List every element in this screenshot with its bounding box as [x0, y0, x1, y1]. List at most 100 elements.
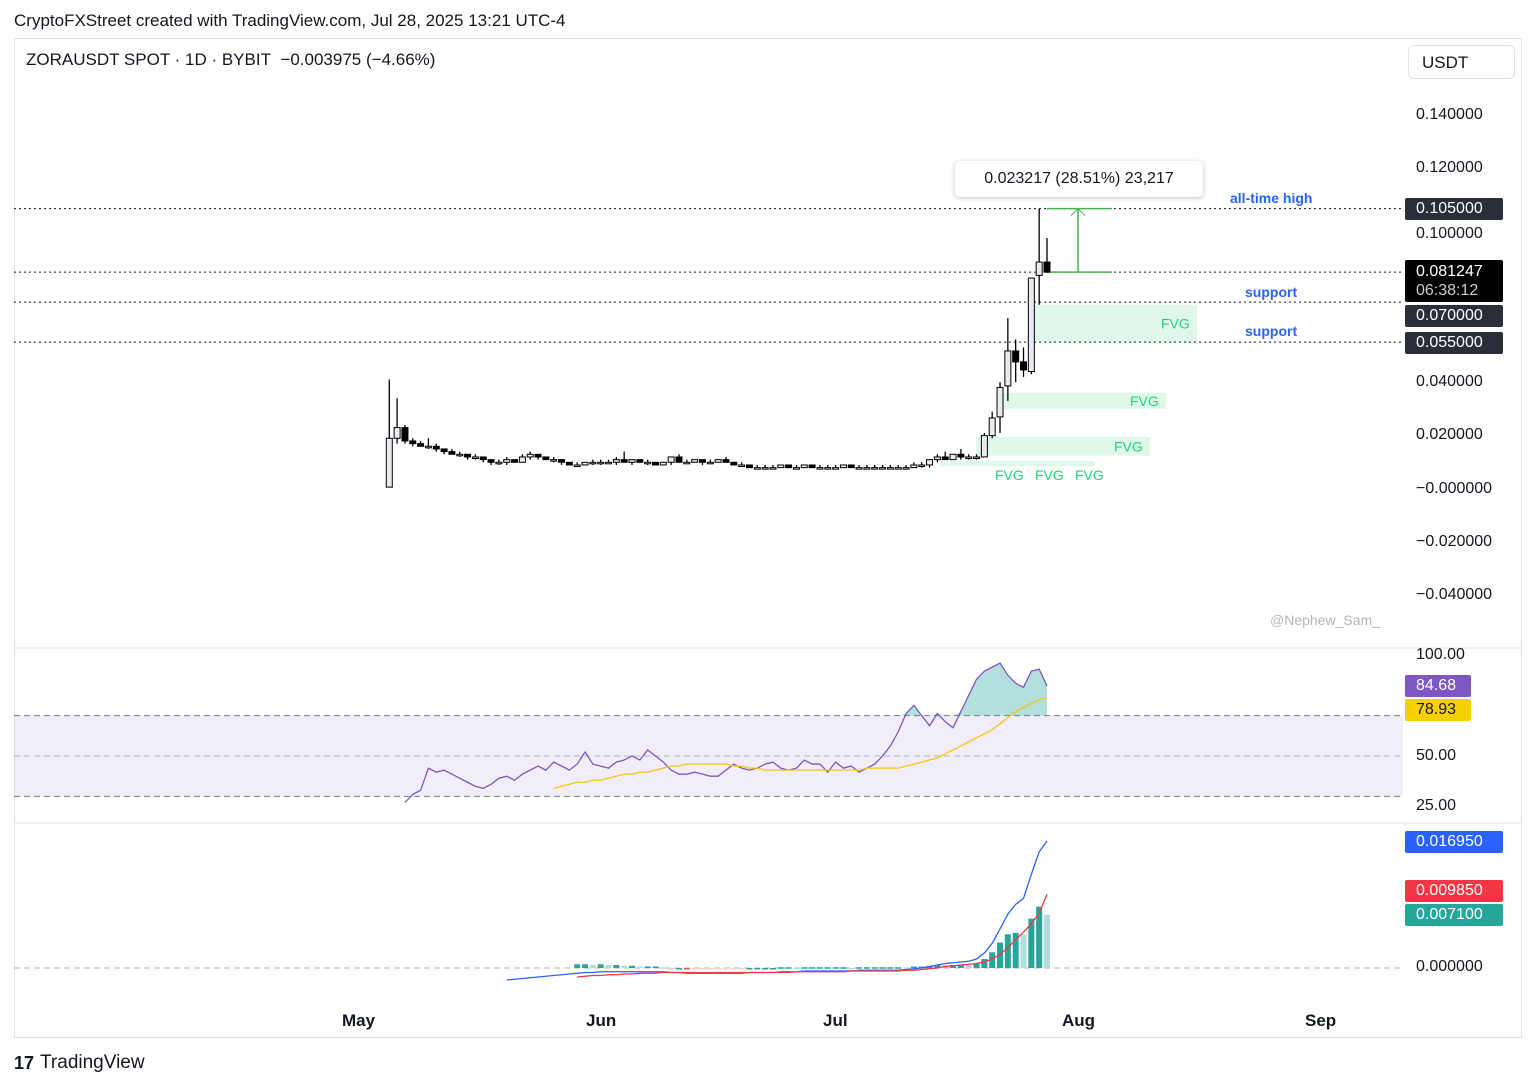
- macd-histogram-bar: [660, 967, 667, 969]
- macd-histogram-bar: [848, 968, 855, 970]
- macd-histogram-bar: [722, 968, 729, 970]
- macd-histogram-bar: [957, 965, 964, 968]
- candle-body: [957, 453, 965, 458]
- price-tick: 0.100000: [1416, 225, 1483, 242]
- candle-body: [761, 467, 769, 470]
- candle-body: [1027, 277, 1035, 373]
- macd-histogram-bar: [762, 968, 769, 970]
- macd-histogram-bar: [918, 966, 925, 969]
- support-price-tag: 0.055000: [1405, 332, 1503, 354]
- candle-body: [910, 464, 918, 469]
- macd-histogram-bar: [652, 966, 659, 969]
- macd-histogram-bar: [715, 968, 722, 970]
- candle-body: [706, 461, 714, 465]
- macd-histogram-bar: [1044, 914, 1050, 968]
- candle-body: [503, 459, 511, 463]
- support-label[interactable]: support: [1245, 323, 1298, 339]
- candle-body: [918, 464, 926, 467]
- fvg-label: FVG: [1114, 438, 1143, 454]
- macd-histogram-bar: [934, 965, 941, 968]
- support-label[interactable]: support: [1245, 284, 1298, 300]
- macd-histogram-bar: [1004, 934, 1011, 968]
- candle-body: [526, 453, 534, 458]
- month-tick: Jul: [823, 1011, 848, 1030]
- candle-body: [487, 459, 495, 463]
- macd-histogram-bar: [856, 967, 863, 969]
- symbol-legend[interactable]: ZORAUSDT SPOT · 1D · BYBIT −0.003975 (−4…: [26, 50, 435, 70]
- candle-body: [1035, 261, 1043, 276]
- candle-body: [644, 461, 652, 465]
- macd-value-tag: 0.016950: [1405, 831, 1503, 853]
- candle-body: [550, 459, 558, 462]
- candle-body: [511, 459, 519, 463]
- candle-body: [698, 459, 706, 463]
- macd-histogram-bar: [582, 964, 589, 968]
- ath-label[interactable]: all-time high: [1230, 190, 1313, 206]
- candle-body: [424, 445, 432, 449]
- signal-line: [577, 893, 1048, 978]
- rsi-tick: 25.00: [1416, 797, 1457, 814]
- candle-body: [385, 437, 393, 488]
- candle-body: [902, 467, 910, 470]
- price-tick: 0.120000: [1416, 159, 1483, 176]
- candle-body: [1004, 350, 1012, 387]
- month-tick: Sep: [1305, 1011, 1337, 1030]
- month-tick: Jun: [586, 1011, 617, 1030]
- macd-histogram-bar: [769, 968, 776, 970]
- candle-body: [675, 456, 683, 463]
- rsi-ma-line: [553, 696, 1048, 789]
- macd-histogram-bar: [824, 967, 831, 969]
- fvg-zone: [1000, 392, 1166, 409]
- candle-body: [996, 387, 1004, 418]
- candle-body: [401, 427, 409, 442]
- candle-body: [1043, 261, 1051, 273]
- chart-credit: CryptoFXStreet created with TradingView.…: [14, 11, 566, 30]
- macd-histogram-bar: [668, 968, 675, 970]
- macd-histogram-bar: [636, 966, 643, 969]
- macd-histogram-bar: [863, 967, 870, 969]
- candle-body: [871, 467, 879, 470]
- bar-countdown: 06:38:12: [1416, 282, 1479, 299]
- price-tick: −0.020000: [1416, 533, 1493, 550]
- macd-histogram-bar: [1020, 934, 1027, 968]
- macd-histogram-bar: [840, 967, 847, 969]
- support-price-tag: 0.070000: [1405, 305, 1503, 327]
- macd-histogram-bar: [777, 967, 784, 969]
- candle-body: [518, 456, 526, 463]
- candle-body: [722, 459, 730, 463]
- candle-body: [855, 467, 863, 470]
- macd-histogram-bar: [1028, 918, 1035, 968]
- candle-body: [894, 467, 902, 470]
- currency-button[interactable]: USDT: [1408, 45, 1515, 79]
- macd-histogram-bar: [981, 959, 988, 968]
- candle-body: [980, 435, 988, 458]
- macd-histogram-bar: [1036, 906, 1043, 968]
- candle-body: [965, 456, 973, 459]
- candle-body: [988, 417, 996, 437]
- candle-body: [691, 459, 699, 463]
- measure-arrow: [1070, 207, 1086, 217]
- macd-histogram-bar: [950, 965, 957, 968]
- candle-body: [605, 461, 613, 465]
- rsi-tick: 100.00: [1416, 646, 1465, 663]
- macd-histogram-bar: [597, 964, 604, 968]
- candle-body: [597, 461, 605, 465]
- candle-body: [785, 464, 793, 469]
- price-tick: −0.040000: [1416, 586, 1493, 603]
- candle-body: [432, 445, 440, 450]
- candle-body: [393, 427, 401, 439]
- macd-histogram-bar: [683, 968, 690, 970]
- macd-histogram-bar: [574, 964, 581, 968]
- candle-body: [714, 459, 722, 463]
- macd-histogram-bar: [730, 968, 737, 970]
- candle-body: [738, 464, 746, 467]
- signal-value-tag: 0.009850: [1405, 880, 1503, 902]
- candle-body: [589, 461, 597, 465]
- candle-body: [542, 456, 550, 461]
- candle-body: [824, 467, 832, 470]
- tradingview-logo[interactable]: 17 TradingView: [14, 1052, 145, 1074]
- histogram-value-tag: 0.007100: [1405, 904, 1503, 926]
- candle-body: [1012, 350, 1020, 363]
- fvg-label: FVG: [1035, 467, 1064, 483]
